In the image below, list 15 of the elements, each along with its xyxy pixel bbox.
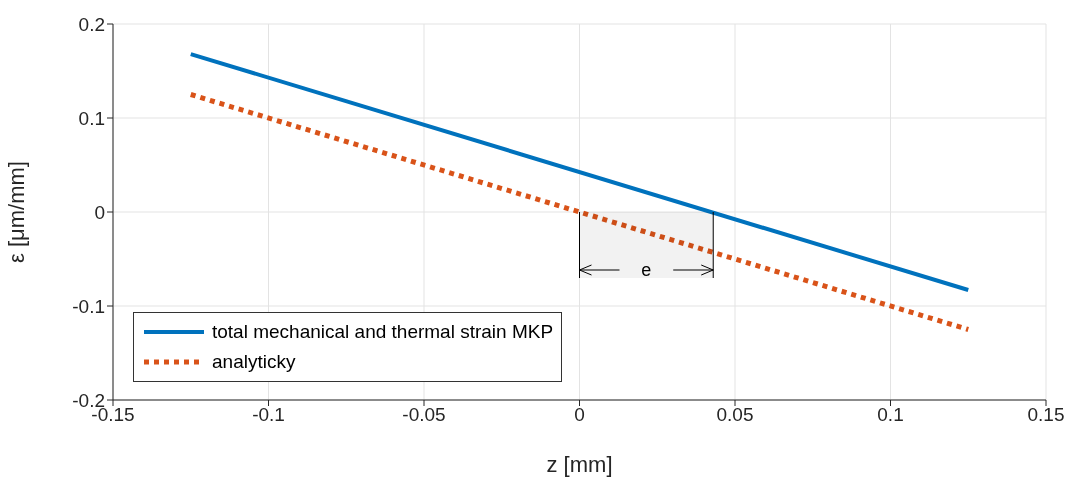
x-tick-label: 0	[574, 404, 585, 426]
y-axis-title: ε [μm/mm]	[3, 161, 29, 263]
x-tick-label: 0.1	[877, 404, 904, 426]
y-tick-label: 0.1	[78, 107, 105, 129]
legend-label: analyticky	[212, 351, 296, 373]
y-tick-label: -0.1	[72, 295, 105, 317]
x-tick-label: 0.05	[716, 404, 754, 426]
x-tick-label: 0.15	[1027, 404, 1065, 426]
x-tick-label: -0.05	[402, 404, 446, 426]
legend-label: total mechanical and thermal strain MKP	[212, 321, 554, 343]
x-axis-title: z [mm]	[546, 452, 613, 477]
x-tick-label: -0.1	[252, 404, 285, 426]
y-tick-label: 0	[94, 201, 105, 223]
band-label: e	[641, 260, 652, 280]
y-tick-label: 0.2	[78, 13, 105, 35]
